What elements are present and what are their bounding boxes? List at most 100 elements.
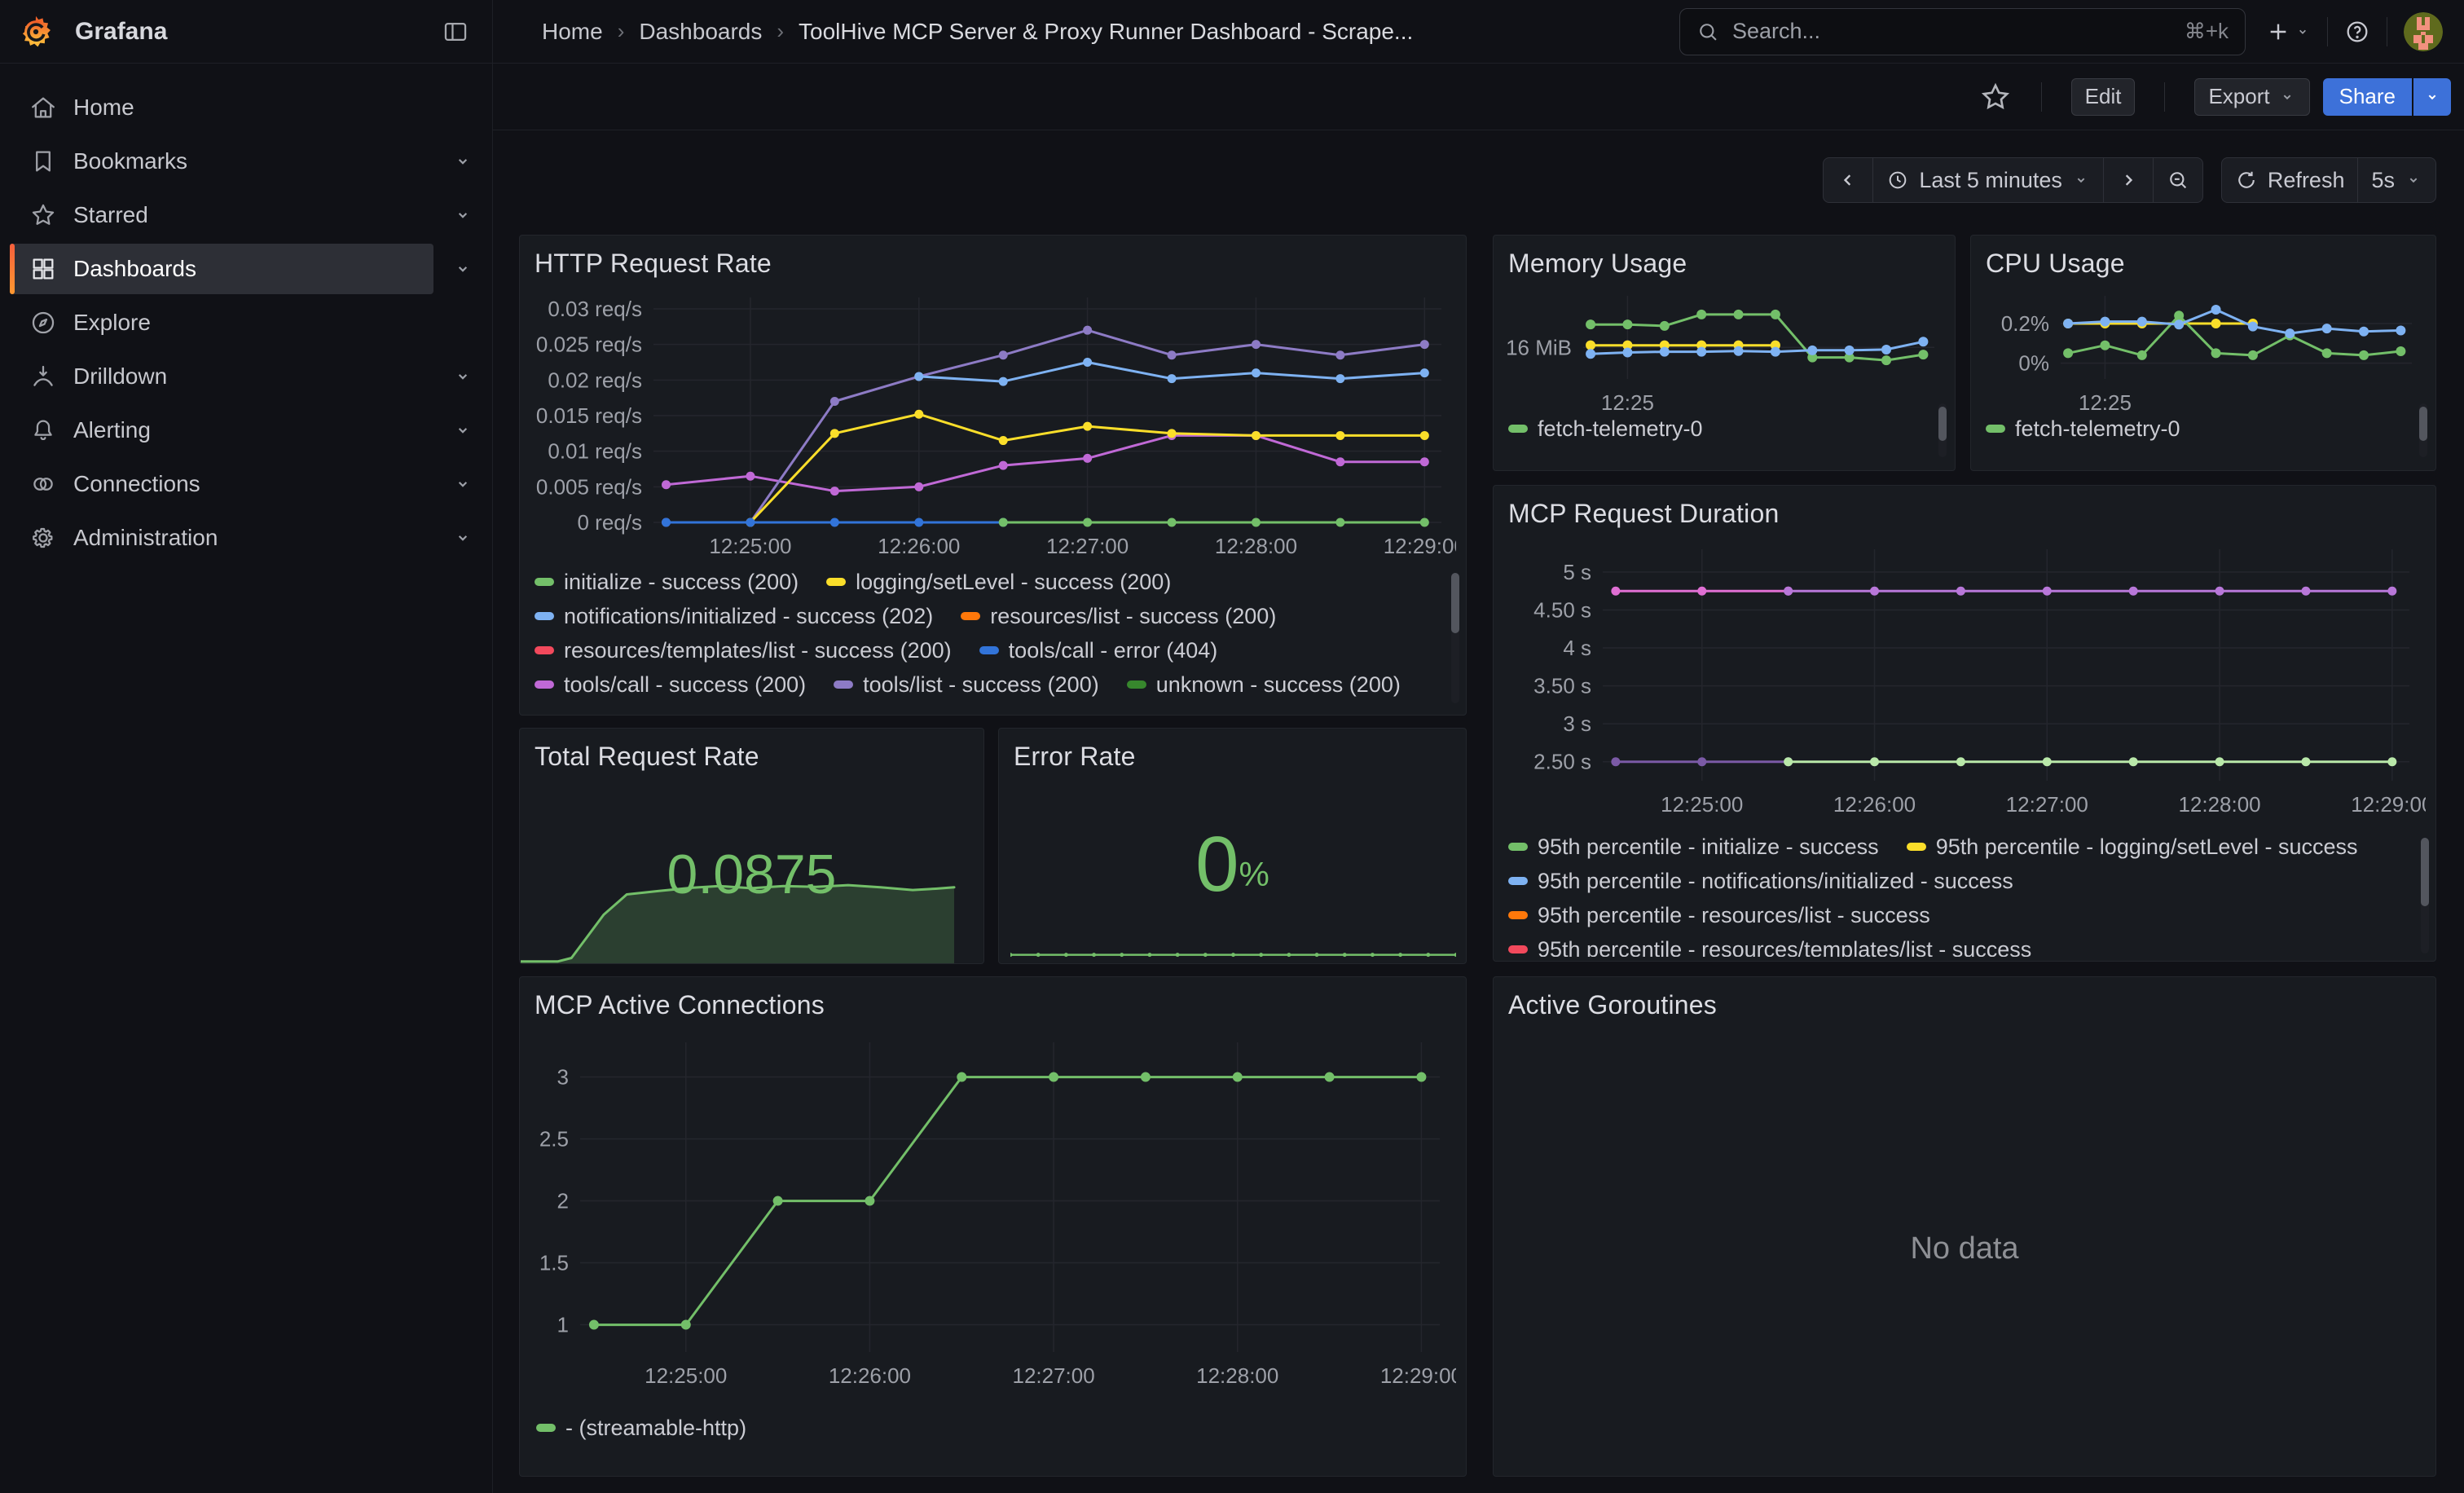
total-request-rate-value: 0.0875 <box>667 843 837 905</box>
legend-item[interactable]: - (streamable-http) <box>536 1416 746 1440</box>
panel-title[interactable]: Error Rate <box>1014 742 1136 771</box>
export-button[interactable]: Export <box>2194 77 2310 116</box>
cpu-usage-chart[interactable]: 0.2% 0% 12:25 <box>1979 288 2423 412</box>
panel-title[interactable]: CPU Usage <box>1986 249 2125 278</box>
panel-title[interactable]: Active Goroutines <box>1508 990 1717 1020</box>
sidebar-item-alerting[interactable]: Alerting <box>0 404 492 456</box>
legend-item[interactable]: tools/call - success (200) <box>535 672 806 697</box>
user-avatar[interactable] <box>2404 11 2443 51</box>
gear-icon <box>29 524 57 552</box>
legend-item[interactable]: resources/list - success (200) <box>961 604 1276 628</box>
star-icon <box>29 201 57 229</box>
sidebar-item-label: Explore <box>73 310 151 335</box>
chevron-down-icon <box>433 473 492 495</box>
time-range-picker[interactable]: Last 5 minutes <box>1872 157 2104 203</box>
legend-item[interactable]: initialize - success (200) <box>535 570 799 594</box>
legend-label: 95th percentile - initialize - success <box>1538 835 1879 859</box>
legend-item[interactable]: 95th percentile - resources/templates/li… <box>1508 937 2031 957</box>
new-add-button[interactable] <box>2265 19 2311 45</box>
bell-icon <box>29 416 57 444</box>
panel-title[interactable]: MCP Active Connections <box>535 990 825 1020</box>
link-icon <box>29 470 57 498</box>
home-icon <box>29 94 57 121</box>
svg-text:12:26:00: 12:26:00 <box>829 1363 911 1388</box>
sidebar-item-label: Home <box>73 95 134 120</box>
sidebar-toggle-icon[interactable] <box>442 18 469 46</box>
search-input[interactable] <box>1731 18 2185 45</box>
sidebar-item-explore[interactable]: Explore <box>0 297 492 349</box>
legend-scrollbar[interactable] <box>1451 573 1459 703</box>
zoom-out-icon <box>2170 172 2186 189</box>
mcp-active-connections-chart[interactable]: 1 1.5 2 2.5 3 12:25:00 12:26:00 12:27:00 12:28:0… <box>531 1029 1456 1401</box>
svg-text:12:25:00: 12:25:00 <box>709 534 791 558</box>
legend-item[interactable]: 95th percentile - notifications/initiali… <box>1508 869 2013 893</box>
refresh-interval-picker[interactable]: 5s <box>2357 157 2436 203</box>
chevron-down-icon <box>2077 178 2085 183</box>
panel-title[interactable]: Total Request Rate <box>535 742 759 771</box>
panel-title[interactable]: MCP Request Duration <box>1508 499 1780 528</box>
legend-item[interactable]: tools/call - error (404) <box>979 638 1217 663</box>
error-rate-sparkline[interactable] <box>1010 947 1456 960</box>
breadcrumb-home[interactable]: Home <box>542 18 603 44</box>
sidebar-item-bookmarks[interactable]: Bookmarks <box>0 135 492 187</box>
legend-item[interactable]: notifications/initialized - success (202… <box>535 604 933 628</box>
legend-item[interactable]: 95th percentile - resources/list - succe… <box>1508 903 1930 927</box>
legend-item[interactable]: tools/list - success (200) <box>834 672 1099 697</box>
legend-item[interactable]: 95th percentile - logging/setLevel - suc… <box>1906 835 2357 859</box>
breadcrumb-dashboards[interactable]: Dashboards <box>639 18 763 44</box>
svg-text:12:27:00: 12:27:00 <box>1046 534 1129 558</box>
total-request-rate-sparkline[interactable] <box>521 875 982 963</box>
share-button[interactable]: Share <box>2322 77 2412 116</box>
sidebar-item-starred[interactable]: Starred <box>0 189 492 241</box>
legend-item[interactable]: 95th percentile - initialize - success <box>1508 835 1879 859</box>
legend-item[interactable]: logging/setLevel - success (200) <box>826 570 1171 594</box>
svg-text:16 MiB: 16 MiB <box>1506 335 1572 359</box>
sidebar-item-dashboards[interactable]: Dashboards <box>0 243 492 295</box>
divider <box>2040 81 2042 112</box>
legend-item[interactable]: unknown - success (200) <box>1126 672 1401 697</box>
legend-color-chip <box>1508 425 1528 433</box>
svg-text:12:29:00: 12:29:00 <box>1380 1363 1456 1388</box>
star-dashboard-icon[interactable] <box>1979 81 2012 113</box>
search-box[interactable]: ⌘+k <box>1679 7 2246 55</box>
legend-scrollbar[interactable] <box>2421 838 2429 953</box>
sidebar-item-home[interactable]: Home <box>0 81 492 134</box>
chevron-down-icon <box>2283 95 2290 99</box>
panel-cpu-usage: CPU Usage 0.2% 0% 12:25 fetch-telemetry-0 <box>1970 235 2436 471</box>
zoom-out-time-button[interactable] <box>2152 157 2203 203</box>
sidebar-item-administration[interactable]: Administration <box>0 512 492 564</box>
legend-item[interactable]: resources/templates/list - success (200) <box>535 638 952 663</box>
cpu-legend: fetch-telemetry-0 <box>1986 416 2377 462</box>
sidebar-menu: Home Bookmarks Starred Dashboards Explore Dri… <box>0 64 492 564</box>
memory-usage-chart[interactable]: 16 MiB 12:25 <box>1502 288 1946 412</box>
http-request-rate-chart[interactable]: 0 req/s 0.005 req/s 0.01 req/s 0.015 req/s 0… <box>531 288 1456 565</box>
sidebar-item-connections[interactable]: Connections <box>0 458 492 510</box>
share-menu-button[interactable] <box>2413 77 2451 116</box>
mcp-request-duration-chart[interactable]: 2.50 s 3 s 3.50 s 4 s 4.50 s 5 s 12:25:00 12:26… <box>1505 538 2426 825</box>
grafana-logo-icon[interactable] <box>18 14 54 50</box>
panel-title[interactable]: Memory Usage <box>1508 249 1687 278</box>
legend-label: 95th percentile - resources/templates/li… <box>1538 937 2032 957</box>
edit-button[interactable]: Edit <box>2070 77 2136 116</box>
refresh-button[interactable]: Refresh <box>2220 157 2359 203</box>
export-label: Export <box>2208 84 2270 108</box>
sidebar-item-drilldown[interactable]: Drilldown <box>0 350 492 403</box>
legend-color-chip <box>1508 877 1528 885</box>
legend-item[interactable]: fetch-telemetry-0 <box>1986 416 2180 441</box>
legend-item[interactable]: fetch-telemetry-0 <box>1508 416 1703 441</box>
time-shift-forward-button[interactable] <box>2102 157 2154 203</box>
help-icon[interactable] <box>2344 19 2370 45</box>
time-shift-back-button[interactable] <box>1823 157 1874 203</box>
refresh-group: Refresh 5s <box>2220 157 2436 203</box>
svg-text:0.025 req/s: 0.025 req/s <box>536 333 642 357</box>
breadcrumb-separator-icon: › <box>777 19 785 43</box>
svg-text:0%: 0% <box>2018 351 2049 376</box>
svg-text:0.2%: 0.2% <box>2001 311 2049 336</box>
svg-text:0.01 req/s: 0.01 req/s <box>548 439 642 464</box>
svg-text:12:28:00: 12:28:00 <box>1196 1363 1278 1388</box>
chevron-down-icon <box>433 258 492 280</box>
legend-scrollbar[interactable] <box>2419 403 2427 457</box>
panel-title[interactable]: HTTP Request Rate <box>535 249 772 278</box>
breadcrumb: Home › Dashboards › ToolHive MCP Server … <box>542 19 1679 45</box>
legend-scrollbar[interactable] <box>1938 403 1947 457</box>
